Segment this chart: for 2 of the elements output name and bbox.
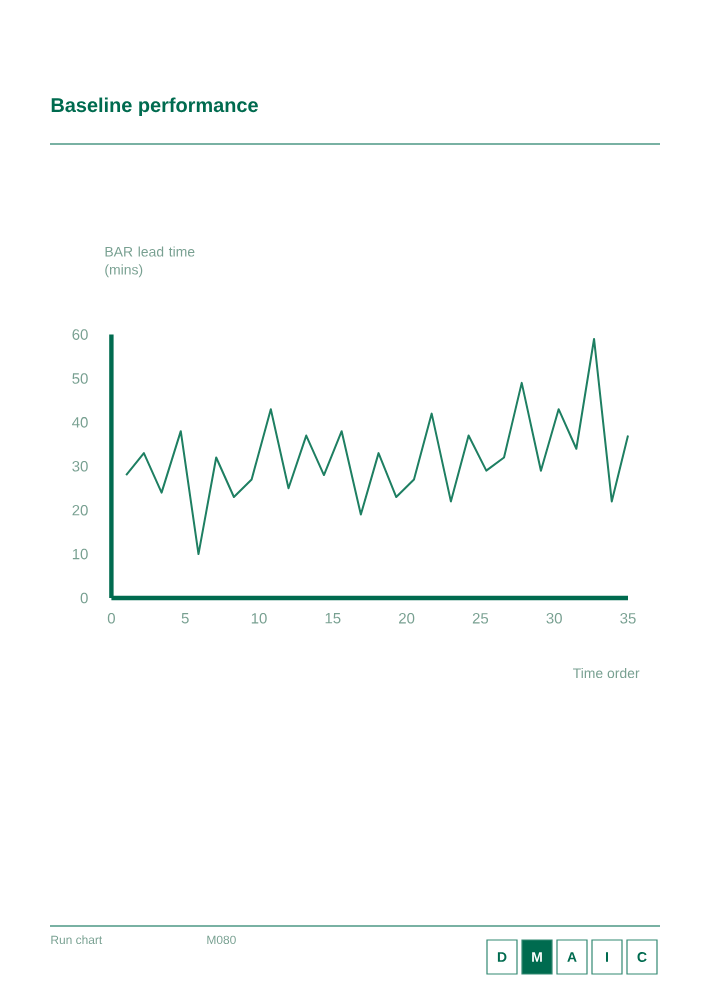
chart-title: Baseline performance [51,97,258,117]
line-series [125,337,629,556]
